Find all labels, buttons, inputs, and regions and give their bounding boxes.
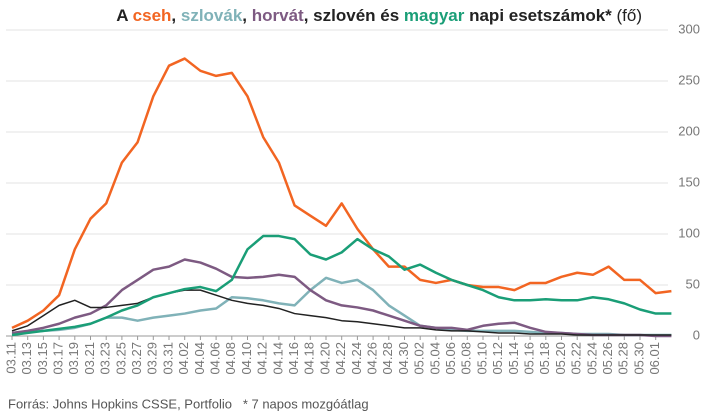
y-tick-label: 150 [678,174,700,189]
title-series: szlovén [313,6,375,25]
source-note: Forrás: Johns Hopkins CSSE, Portfolio * … [8,396,369,411]
x-tick-label: 05.26 [600,342,615,375]
title-series: szlovák [181,6,243,25]
x-tick-label: 05.06 [443,342,458,375]
x-tick-label: 04.24 [349,342,364,375]
title-part: és [376,6,404,25]
x-tick-label: 04.20 [317,342,332,375]
y-tick-label: 100 [678,225,700,240]
series-line [11,57,672,329]
x-tick-label: 05.22 [569,342,584,375]
title-series: magyar [404,6,465,25]
x-tick-label: 05.18 [537,342,552,375]
y-tick-label: 200 [678,123,700,138]
title-part: A [116,6,132,25]
x-tick-label: 04.14 [270,342,285,375]
x-tick-label: 04.08 [223,342,238,375]
x-tick-label: 04.28 [380,342,395,375]
y-tick-label: 300 [678,21,700,36]
series-line [11,234,672,337]
x-tick-label: 04.04 [192,342,207,375]
title-part: (fő) [617,6,643,25]
x-tick-label: 03.23 [98,342,113,375]
x-tick-label: 04.26 [365,342,380,375]
x-tick-label: 04.10 [239,342,254,375]
x-tick-label: 03.29 [145,342,160,375]
x-tick-label: 03.11 [3,342,18,374]
x-tick-label: 05.14 [506,342,521,375]
x-tick-label: 05.28 [616,342,631,375]
x-tick-label: 03.31 [160,342,175,375]
x-tick-label: 03.13 [19,342,34,375]
x-tick-label: 03.21 [82,342,97,375]
x-tick-label: 03.19 [66,342,81,375]
x-tick-label: 05.30 [631,342,646,375]
x-tick-label: 03.15 [35,342,50,375]
x-tick-label: 05.24 [584,342,599,375]
x-tick-label: 05.16 [522,342,537,375]
y-tick-label: 50 [686,276,700,291]
x-tick-label: 04.22 [333,342,348,375]
series-line [11,289,672,336]
x-tick-label: 04.30 [396,342,411,375]
title-part: napi esetszámok* [464,6,616,25]
title-series: cseh [133,6,172,25]
title-series: horvát [252,6,304,25]
x-tick-label: 05.10 [474,342,489,375]
x-tick-label: 05.20 [553,342,568,375]
y-tick-label: 250 [678,72,700,87]
x-tick-label: 04.16 [286,342,301,375]
x-tick-label: 04.18 [302,342,317,375]
x-tick-label: 04.06 [208,342,223,375]
title-part: , [242,6,251,25]
series-line [11,258,672,338]
title-part: , [304,6,313,25]
x-tick-label: 06.01 [647,342,662,375]
x-tick-label: 04.02 [176,342,191,375]
x-tick-label: 03.17 [51,342,66,375]
x-tick-label: 04.12 [255,342,270,375]
chart-title: A cseh, szlovák, horvát, szlovén és magy… [116,6,642,25]
x-tick-label: 05.12 [490,342,505,375]
x-tick-label: 05.08 [459,342,474,375]
x-tick-label: 05.04 [427,342,442,375]
y-tick-label: 0 [693,327,700,342]
title-part: , [171,6,180,25]
x-tick-label: 03.27 [129,342,144,375]
x-tick-label: 05.02 [412,342,427,375]
x-tick-label: 03.25 [113,342,128,375]
